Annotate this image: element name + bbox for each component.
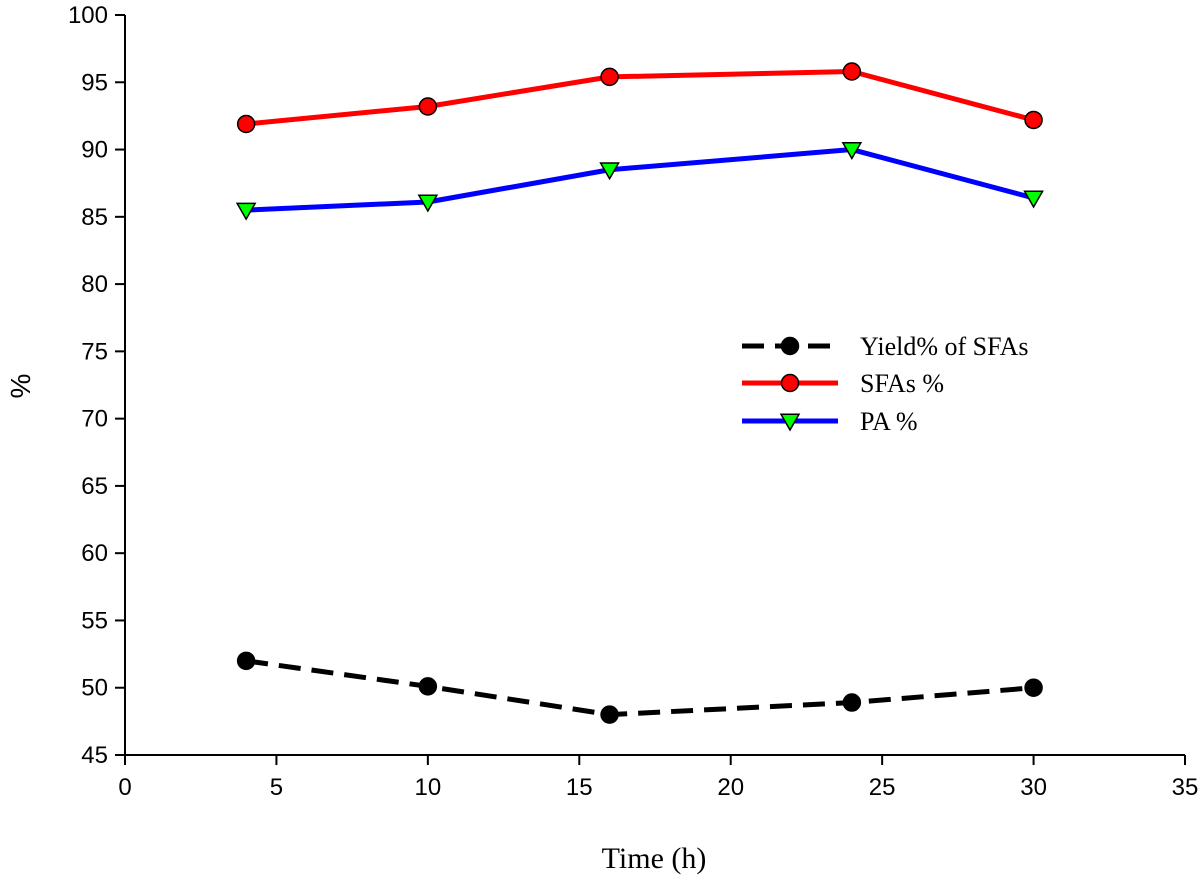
legend-marker — [780, 336, 800, 356]
data-point — [236, 114, 256, 134]
y-tick-label: 85 — [81, 204, 108, 231]
data-point — [236, 651, 256, 671]
legend-entry: Yield% of SFAs — [742, 332, 1029, 361]
legend-entry: SFAs % — [742, 369, 944, 398]
y-tick-label: 55 — [81, 607, 108, 634]
data-point — [599, 162, 620, 181]
series-layer — [235, 62, 1044, 724]
data-point — [841, 142, 863, 161]
data-point — [600, 67, 619, 87]
legend-label: Yield% of SFAs — [860, 332, 1029, 361]
legend: Yield% of SFAs SFAs % PA % — [742, 332, 1029, 436]
x-tick-label: 15 — [566, 774, 593, 801]
y-tick-label: 45 — [81, 742, 108, 769]
legend-entry: PA % — [742, 407, 918, 436]
legend-marker — [780, 373, 800, 393]
x-axis-title: Time (h) — [602, 842, 707, 875]
x-tick-label: 20 — [717, 774, 744, 801]
x-tick-label: 25 — [869, 774, 896, 801]
data-point — [1024, 110, 1043, 130]
data-point — [1024, 678, 1043, 697]
data-point — [1023, 190, 1044, 209]
x-tick-label: 30 — [1020, 774, 1047, 801]
y-axis-title: % — [5, 374, 36, 399]
y-tick-label: 75 — [81, 338, 108, 365]
y-tick-label: 50 — [81, 675, 108, 702]
legend-marker — [779, 413, 801, 432]
y-tick-label: 90 — [81, 137, 108, 164]
y-tick-label: 80 — [81, 271, 108, 298]
axes: 45 50 55 60 65 70 75 80 85 90 95 100 0 5 10 15 20 25 30 35 — [68, 2, 1198, 801]
legend-label: PA % — [860, 407, 918, 436]
legend-label: SFAs % — [860, 369, 944, 398]
y-tick-label: 95 — [81, 69, 108, 96]
y-tick-label: 70 — [81, 406, 108, 433]
series-line — [245, 658, 1034, 718]
series-line — [245, 69, 1035, 127]
x-tick-label: 35 — [1172, 774, 1199, 801]
data-point — [842, 62, 862, 81]
series-2 — [235, 142, 1044, 221]
data-point — [417, 194, 439, 213]
y-tick-label: 100 — [68, 2, 108, 29]
y-tick-label: 60 — [81, 540, 108, 567]
series-line — [246, 147, 1035, 213]
y-tick-label: 65 — [81, 473, 108, 500]
x-tick-label: 0 — [118, 774, 131, 801]
data-point — [235, 202, 257, 221]
x-tick-label: 10 — [415, 774, 442, 801]
x-tick-label: 5 — [270, 774, 283, 801]
data-point — [418, 97, 438, 116]
series-1 — [236, 62, 1043, 134]
data-point — [600, 705, 619, 724]
data-point — [418, 677, 438, 696]
series-0 — [236, 651, 1043, 724]
data-point — [842, 693, 862, 712]
